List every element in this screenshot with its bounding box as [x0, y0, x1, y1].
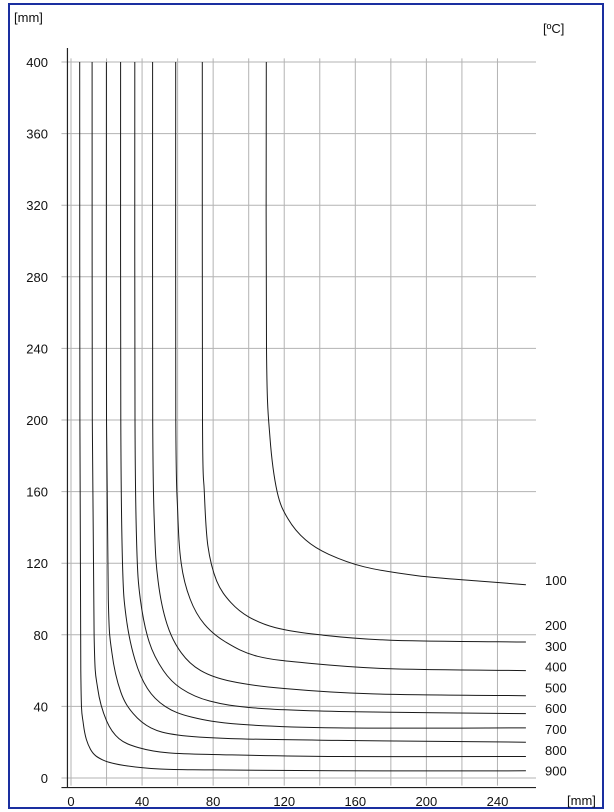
y-tick-label: 360 — [26, 127, 48, 142]
x-tick-label: 160 — [344, 794, 366, 809]
x-tick-label: 80 — [206, 794, 220, 809]
isotherm-label-200: 200 — [545, 618, 567, 633]
legend-title: [ºC] — [543, 21, 564, 36]
axes — [61, 48, 536, 789]
isotherm-curve-300 — [175, 61, 526, 672]
isotherm-label-600: 600 — [545, 701, 567, 716]
isotherm-label-300: 300 — [545, 639, 567, 654]
y-axis-label: [mm] — [14, 10, 43, 25]
labels: 0 40 80 120 160 200 240 280 320 360 400 0 40 80 120 160… — [26, 55, 566, 809]
isotherm-label-800: 800 — [545, 743, 567, 758]
x-tick-label: 240 — [487, 794, 509, 809]
y-tick-label: 120 — [26, 556, 48, 571]
grid — [61, 58, 536, 786]
y-tick-label: 0 — [41, 771, 48, 786]
y-tick-label: 80 — [34, 628, 48, 643]
isotherm-label-100: 100 — [545, 573, 567, 588]
isotherm-curve-800 — [91, 61, 526, 758]
isotherm-curve-900 — [79, 61, 526, 772]
isotherm-curve-400 — [152, 61, 526, 697]
isotherm-label-500: 500 — [545, 680, 567, 695]
x-tick-label: 40 — [135, 794, 149, 809]
y-tick-label: 200 — [26, 413, 48, 428]
isotherm-curve-600 — [120, 61, 526, 729]
x-tick-label: 200 — [416, 794, 438, 809]
isotherm-curve-700 — [105, 61, 526, 743]
y-tick-label: 160 — [26, 485, 48, 500]
isotherm-curve-500 — [134, 61, 526, 715]
isotherm-curve-100 — [265, 61, 526, 586]
curves — [79, 61, 526, 772]
y-tick-label: 40 — [34, 699, 48, 714]
x-axis-label: [mm] — [567, 793, 596, 808]
y-tick-label: 280 — [26, 270, 48, 285]
isotherm-label-400: 400 — [545, 660, 567, 675]
y-tick-label: 400 — [26, 55, 48, 70]
chart-frame — [8, 3, 604, 809]
isotherm-label-700: 700 — [545, 722, 567, 737]
y-tick-label: 320 — [26, 198, 48, 213]
y-tick-label: 240 — [26, 341, 48, 356]
isotherm-curve-200 — [201, 61, 526, 643]
x-tick-label: 120 — [273, 794, 295, 809]
x-tick-label: 0 — [67, 794, 74, 809]
isotherm-label-900: 900 — [545, 764, 567, 779]
